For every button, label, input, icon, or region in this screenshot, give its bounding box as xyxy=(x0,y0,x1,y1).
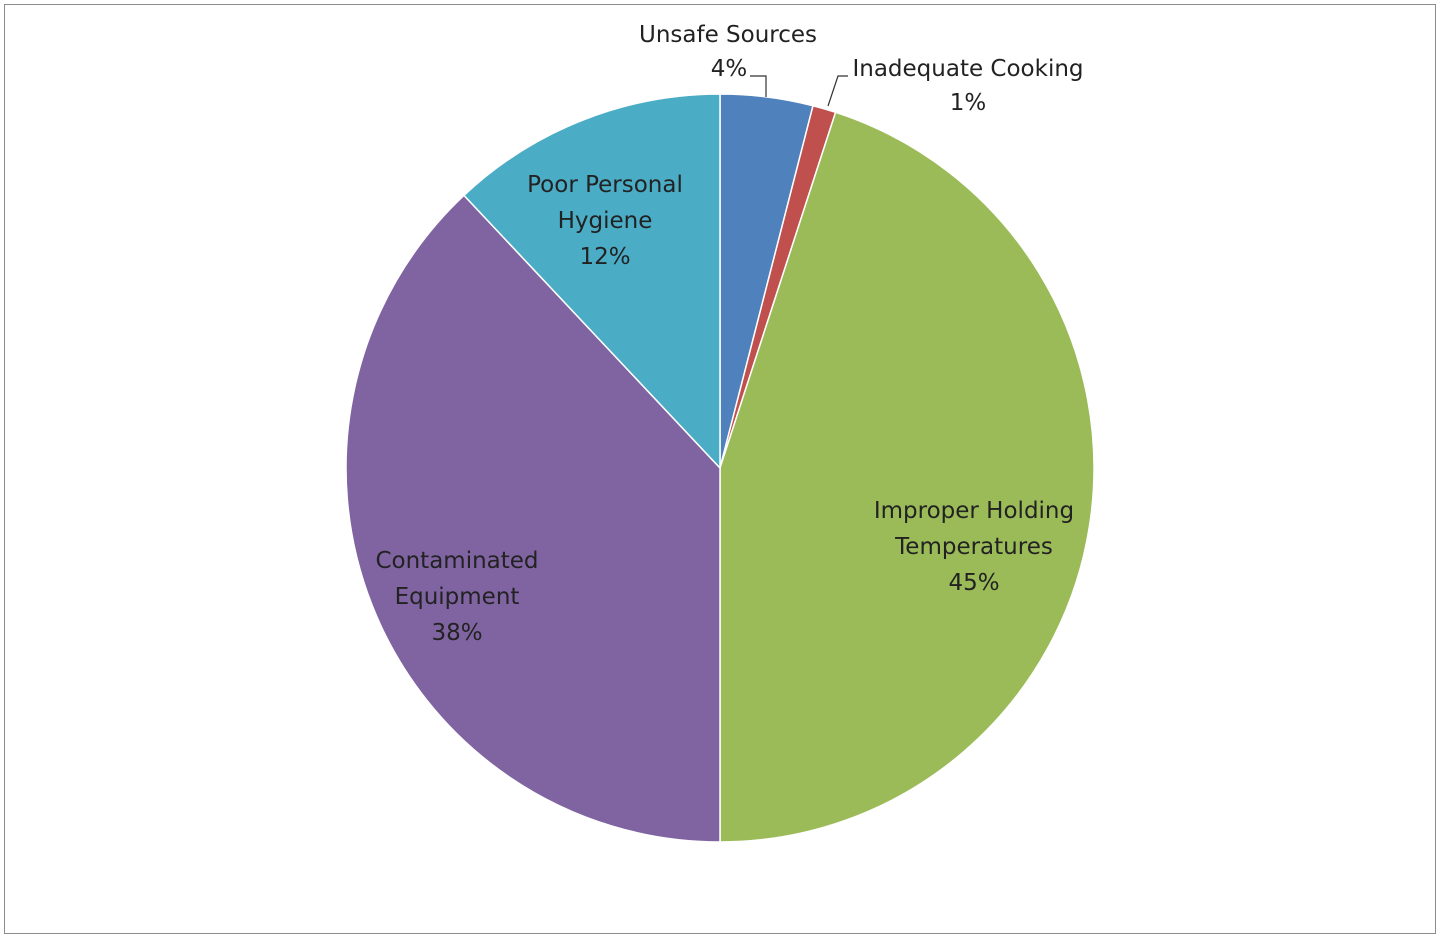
data-label-poor-personal-hygiene: Poor Personal Hygiene 12% xyxy=(527,172,683,270)
pie-slices xyxy=(345,93,1095,843)
label-name-contaminated-equipment: Contaminated xyxy=(375,548,538,574)
label-percent-improper-holding-temperatures: 45% xyxy=(948,570,999,596)
label-name-improper-holding-temperatures: Temperatures xyxy=(894,534,1053,560)
label-percent-inadequate-cooking: 1% xyxy=(950,90,987,116)
data-label-contaminated-equipment: Contaminated Equipment 38% xyxy=(375,548,538,646)
data-label-improper-holding-temperatures: Improper Holding Temperatures 45% xyxy=(874,498,1074,596)
label-text-poor-personal-hygiene: Poor Personal Hygiene 12% xyxy=(527,172,683,270)
label-text-inadequate-cooking: Inadequate Cooking 1% xyxy=(852,56,1083,116)
data-labels: Unsafe Sources 4% Inadequate Cooking 1% Impr… xyxy=(375,22,1083,646)
leader-line-inadequate-cooking xyxy=(827,75,848,107)
leader-line-unsafe-sources xyxy=(750,75,767,97)
label-name-contaminated-equipment: Equipment xyxy=(395,584,520,610)
slice-contaminated-equipment xyxy=(345,194,721,843)
label-text-improper-holding-temperatures: Improper Holding Temperatures 45% xyxy=(874,498,1074,596)
data-label-inadequate-cooking: Inadequate Cooking 1% xyxy=(852,56,1083,116)
leader-lines xyxy=(750,75,848,107)
label-name-unsafe-sources: Unsafe Sources xyxy=(639,22,817,48)
slice-poor-personal-hygiene xyxy=(462,93,721,470)
label-name-improper-holding-temperatures: Improper Holding xyxy=(874,498,1074,524)
label-percent-unsafe-sources: 4% xyxy=(711,56,748,82)
label-percent-poor-personal-hygiene: 12% xyxy=(579,244,630,270)
slice-improper-holding-temperatures xyxy=(719,111,1095,843)
label-name-poor-personal-hygiene: Hygiene xyxy=(558,208,653,234)
label-percent-contaminated-equipment: 38% xyxy=(431,620,482,646)
label-name-poor-personal-hygiene: Poor Personal xyxy=(527,172,683,198)
label-name-inadequate-cooking: Inadequate Cooking xyxy=(852,56,1083,82)
label-text-contaminated-equipment: Contaminated Equipment 38% xyxy=(375,548,538,646)
data-label-unsafe-sources: Unsafe Sources 4% xyxy=(639,22,817,82)
label-text-unsafe-sources: Unsafe Sources 4% xyxy=(639,22,817,82)
